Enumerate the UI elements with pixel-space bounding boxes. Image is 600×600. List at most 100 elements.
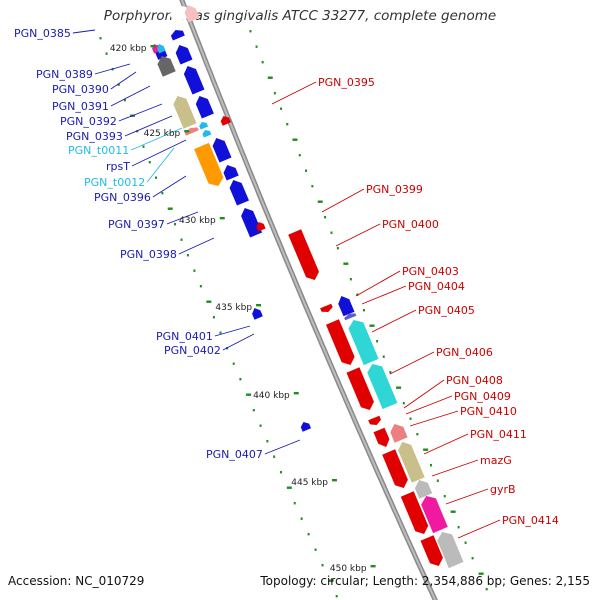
gc-mark — [336, 247, 339, 250]
gc-mark — [293, 502, 296, 505]
label-pgn-0408: PGN_0408 — [446, 374, 503, 387]
label-pgn-0385: PGN_0385 — [14, 27, 71, 40]
gc-mark — [457, 526, 460, 529]
leader-line — [335, 223, 381, 247]
cds-arrow — [223, 165, 239, 181]
label-pgn-0398: PGN_0398 — [120, 248, 177, 261]
leader-line — [361, 285, 407, 305]
gc-mark — [273, 455, 276, 458]
tick-mark — [184, 130, 190, 133]
label-pgn-0410: PGN_0410 — [460, 405, 517, 418]
gc-mark — [356, 293, 359, 296]
leader-line — [118, 103, 163, 122]
gc-mark — [423, 448, 429, 451]
cds-arrow — [229, 180, 249, 206]
gc-mark — [436, 479, 439, 482]
tick-label-445-kbp: 445 kbp — [291, 478, 328, 488]
label-rpst: rpsT — [106, 160, 130, 173]
tick-label-450-kbp: 450 kbp — [330, 564, 367, 574]
gc-mark — [167, 207, 173, 210]
label-pgn-t0011: PGN_t0011 — [68, 144, 129, 157]
leader-line — [409, 410, 459, 427]
gene-feature-trna — [157, 44, 166, 54]
gc-mark — [199, 285, 202, 288]
trna-arrow — [199, 122, 209, 130]
label-pgn-0391: PGN_0391 — [52, 100, 109, 113]
cds-arrow — [212, 138, 232, 163]
leader-line — [214, 325, 251, 337]
gene-feature-pink — [421, 496, 448, 534]
tick-mark — [219, 217, 225, 220]
gc-mark — [343, 262, 349, 265]
gc-mark — [180, 238, 183, 241]
cds-arrow-pgn-0385 — [170, 30, 185, 41]
gc-mark — [314, 548, 317, 551]
gc-mark — [142, 145, 145, 148]
tick-mark — [150, 45, 156, 48]
leader-line — [431, 459, 479, 477]
gene-feature-cyan — [367, 364, 398, 410]
leader-line — [110, 71, 137, 90]
backbone-highlight — [180, 0, 437, 600]
gc-mark — [232, 362, 235, 365]
label-pgn-0405: PGN_0405 — [418, 304, 475, 317]
gc-mark — [174, 223, 177, 226]
gc-mark — [105, 52, 108, 55]
label-pgn-0396: PGN_0396 — [94, 191, 151, 204]
label-pgn-0407: PGN_0407 — [206, 448, 263, 461]
gc-mark — [464, 541, 467, 544]
label-pgn-0411: PGN_0411 — [470, 428, 527, 441]
leader-line — [152, 175, 187, 198]
cds-arrow — [346, 367, 374, 410]
gc-mark — [478, 572, 484, 575]
gc-mark — [249, 30, 252, 33]
gc-mark — [396, 386, 402, 389]
gene-feature-gray — [157, 56, 176, 77]
leader-line — [457, 519, 501, 539]
gene-feature-rrna — [184, 127, 199, 136]
gc-mark — [328, 579, 334, 582]
gene-feature-orange — [194, 142, 224, 186]
leader-line — [371, 309, 417, 333]
tick-mark — [370, 565, 376, 568]
cds-arrow — [175, 45, 193, 65]
leader-line — [124, 115, 173, 137]
gc-mark — [99, 37, 102, 40]
gc-mark — [161, 192, 164, 195]
label-pgn-0409: PGN_0409 — [454, 390, 511, 403]
gc-mark — [286, 486, 292, 489]
gc-mark — [382, 355, 385, 358]
gc-mark — [246, 393, 252, 396]
cds-arrow — [382, 449, 408, 488]
tick-label-430-kbp: 430 kbp — [179, 216, 216, 226]
leader-line — [166, 211, 199, 225]
label-pgn-0404: PGN_0404 — [408, 280, 465, 293]
gene-feature-blue — [338, 296, 355, 317]
trna-arrow — [202, 130, 212, 138]
gc-mark — [239, 378, 242, 381]
gene-feature-rrna — [184, 5, 200, 23]
gc-mark — [429, 464, 432, 467]
cds-arrow — [256, 222, 266, 232]
cds-arrow — [195, 96, 214, 119]
leader-line — [271, 81, 317, 105]
gene-feature-khaki — [173, 96, 197, 129]
gene-feature-gray — [437, 532, 464, 569]
leader-line — [222, 333, 255, 351]
cds-arrow — [183, 66, 205, 95]
genome-title: Porphyromonas gingivalis ATCC 33277, com… — [103, 8, 497, 24]
label-pgn-0402: PGN_0402 — [164, 344, 221, 357]
gc-mark — [330, 231, 333, 234]
gc-mark — [212, 316, 215, 319]
leader-line — [321, 188, 365, 213]
tick-label-425-kbp: 425 kbp — [144, 129, 181, 139]
tick-label-435-kbp: 435 kbp — [215, 303, 252, 313]
tick-label-420-kbp: 420 kbp — [110, 44, 147, 54]
leader-line — [110, 85, 151, 107]
label-pgn-0406: PGN_0406 — [436, 346, 493, 359]
cds-arrow — [420, 535, 443, 566]
gc-mark — [409, 417, 412, 420]
gc-mark — [324, 216, 327, 219]
gene-feature-slate — [344, 313, 357, 321]
